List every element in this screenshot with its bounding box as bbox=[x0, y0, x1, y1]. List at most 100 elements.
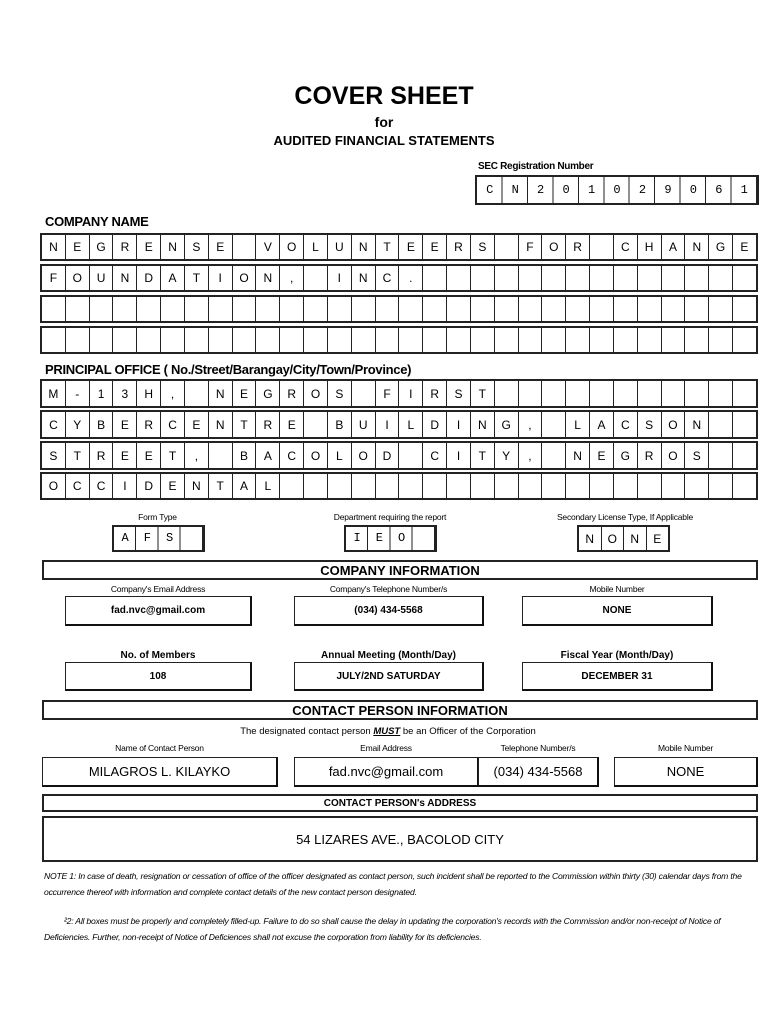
character-cell[interactable]: H bbox=[638, 235, 662, 259]
character-cell[interactable] bbox=[733, 381, 756, 406]
character-cell[interactable]: E bbox=[137, 235, 162, 259]
character-cell[interactable]: O bbox=[304, 443, 328, 468]
character-cell[interactable]: I bbox=[399, 381, 424, 406]
character-cell[interactable]: , bbox=[519, 412, 543, 437]
character-cell[interactable] bbox=[42, 297, 66, 321]
character-cell[interactable]: U bbox=[352, 412, 376, 437]
character-cell[interactable]: O bbox=[233, 266, 257, 290]
character-cell[interactable]: , bbox=[519, 443, 543, 468]
character-cell[interactable] bbox=[137, 297, 162, 321]
character-cell[interactable]: O bbox=[42, 474, 66, 498]
character-cell[interactable]: O bbox=[662, 412, 686, 437]
character-cell[interactable] bbox=[662, 297, 686, 321]
character-cell[interactable] bbox=[280, 297, 305, 321]
character-cell[interactable]: S bbox=[447, 381, 471, 406]
character-cell[interactable]: E bbox=[161, 474, 185, 498]
character-cell[interactable] bbox=[709, 474, 734, 498]
character-cell[interactable] bbox=[352, 474, 376, 498]
character-cell[interactable]: T bbox=[233, 412, 257, 437]
character-cell[interactable] bbox=[447, 474, 471, 498]
character-cell[interactable]: S bbox=[42, 443, 66, 468]
character-cell[interactable]: Y bbox=[66, 412, 90, 437]
character-cell[interactable] bbox=[709, 328, 734, 352]
character-cell[interactable]: N bbox=[685, 235, 710, 259]
character-cell[interactable] bbox=[328, 474, 352, 498]
character-cell[interactable]: F bbox=[42, 266, 66, 290]
character-cell[interactable]: E bbox=[113, 412, 138, 437]
character-cell[interactable]: D bbox=[376, 443, 400, 468]
character-cell[interactable] bbox=[542, 412, 567, 437]
character-cell[interactable] bbox=[638, 328, 662, 352]
character-cell[interactable]: G bbox=[256, 381, 281, 406]
character-cell[interactable]: N bbox=[471, 412, 495, 437]
character-cell[interactable]: L bbox=[566, 412, 591, 437]
character-cell[interactable] bbox=[709, 381, 734, 406]
character-cell[interactable] bbox=[590, 381, 614, 406]
character-cell[interactable] bbox=[566, 297, 591, 321]
character-cell[interactable] bbox=[566, 474, 591, 498]
character-cell[interactable]: O bbox=[304, 381, 328, 406]
character-cell[interactable] bbox=[209, 297, 233, 321]
character-cell[interactable] bbox=[233, 328, 257, 352]
company-name-row[interactable] bbox=[40, 295, 758, 323]
character-cell[interactable]: Y bbox=[495, 443, 519, 468]
character-cell[interactable]: T bbox=[161, 443, 185, 468]
character-cell[interactable] bbox=[542, 474, 567, 498]
character-cell[interactable] bbox=[638, 474, 662, 498]
character-cell[interactable] bbox=[519, 381, 543, 406]
character-cell[interactable] bbox=[280, 474, 305, 498]
character-cell[interactable]: T bbox=[185, 266, 209, 290]
character-cell[interactable]: E bbox=[423, 235, 448, 259]
character-cell[interactable] bbox=[256, 297, 281, 321]
character-cell[interactable]: N bbox=[566, 443, 591, 468]
character-cell[interactable] bbox=[733, 474, 756, 498]
character-cell[interactable]: R bbox=[137, 412, 162, 437]
character-cell[interactable] bbox=[185, 381, 209, 406]
character-cell[interactable]: C bbox=[280, 443, 305, 468]
character-cell[interactable]: I bbox=[376, 412, 400, 437]
character-cell[interactable]: U bbox=[328, 235, 352, 259]
character-cell[interactable] bbox=[471, 266, 495, 290]
character-cell[interactable]: I bbox=[447, 443, 471, 468]
character-cell[interactable] bbox=[638, 297, 662, 321]
character-cell[interactable] bbox=[519, 474, 543, 498]
character-cell[interactable] bbox=[352, 381, 376, 406]
character-cell[interactable] bbox=[233, 297, 257, 321]
character-cell[interactable]: R bbox=[566, 235, 591, 259]
character-cell[interactable] bbox=[304, 328, 328, 352]
character-cell[interactable] bbox=[733, 266, 756, 290]
character-cell[interactable] bbox=[376, 297, 400, 321]
character-cell[interactable]: L bbox=[304, 235, 328, 259]
character-cell[interactable]: C bbox=[376, 266, 400, 290]
character-cell[interactable] bbox=[566, 381, 591, 406]
character-cell[interactable] bbox=[471, 328, 495, 352]
character-cell[interactable] bbox=[137, 328, 162, 352]
character-cell[interactable] bbox=[399, 297, 424, 321]
character-cell[interactable]: S bbox=[471, 235, 495, 259]
character-cell[interactable] bbox=[733, 328, 756, 352]
character-cell[interactable]: U bbox=[90, 266, 114, 290]
character-cell[interactable] bbox=[709, 443, 734, 468]
character-cell[interactable]: E bbox=[233, 381, 257, 406]
character-cell[interactable] bbox=[233, 235, 257, 259]
character-cell[interactable]: G bbox=[709, 235, 734, 259]
fiscal-year-field[interactable]: DECEMBER 31 bbox=[522, 662, 713, 691]
character-cell[interactable]: A bbox=[161, 266, 185, 290]
character-cell[interactable] bbox=[185, 328, 209, 352]
character-cell[interactable] bbox=[542, 266, 567, 290]
character-cell[interactable] bbox=[423, 328, 448, 352]
character-cell[interactable] bbox=[662, 266, 686, 290]
character-cell[interactable] bbox=[113, 328, 138, 352]
character-cell[interactable]: N bbox=[624, 527, 647, 550]
character-cell[interactable]: G bbox=[614, 443, 638, 468]
character-cell[interactable]: C bbox=[614, 412, 638, 437]
character-cell[interactable]: E bbox=[590, 443, 614, 468]
character-cell[interactable] bbox=[471, 474, 495, 498]
character-cell[interactable] bbox=[685, 474, 710, 498]
character-cell[interactable] bbox=[590, 266, 614, 290]
character-cell[interactable] bbox=[447, 297, 471, 321]
character-cell[interactable] bbox=[519, 328, 543, 352]
character-cell[interactable]: C bbox=[423, 443, 448, 468]
character-cell[interactable]: R bbox=[90, 443, 114, 468]
